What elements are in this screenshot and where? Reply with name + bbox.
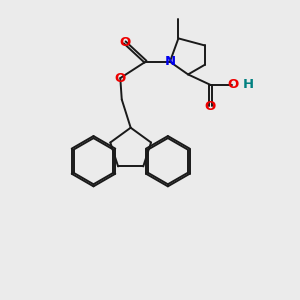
- Text: O: O: [228, 78, 239, 91]
- Text: O: O: [205, 100, 216, 113]
- Text: N: N: [164, 55, 175, 68]
- Text: O: O: [115, 72, 126, 85]
- Text: O: O: [119, 36, 130, 49]
- Text: H: H: [242, 78, 254, 91]
